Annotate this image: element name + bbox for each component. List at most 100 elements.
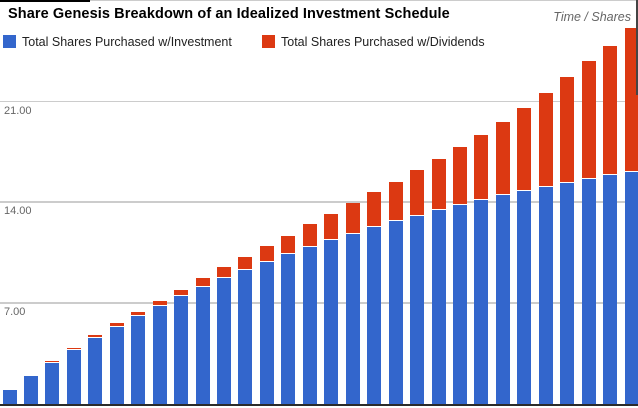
bar-segment-dividends[interactable] — [388, 181, 403, 222]
legend-item-dividends: Total Shares Purchased w/Dividends — [262, 34, 485, 49]
bar-period-19[interactable] — [388, 181, 403, 404]
bar-segment-investment[interactable] — [452, 205, 467, 404]
bar-period-15[interactable] — [302, 224, 317, 404]
bar-period-26[interactable] — [538, 93, 553, 404]
bar-segment-dividends[interactable] — [495, 122, 510, 196]
bar-period-9[interactable] — [174, 289, 189, 404]
bar-segment-investment[interactable] — [538, 186, 553, 404]
bar-period-8[interactable] — [152, 301, 167, 404]
bar-period-3[interactable] — [45, 361, 60, 404]
bar-segment-investment[interactable] — [23, 375, 38, 404]
legend-swatch-investment-icon — [3, 35, 16, 48]
bar-segment-dividends[interactable] — [603, 46, 618, 176]
bar-segment-investment[interactable] — [345, 233, 360, 404]
bar-segment-dividends[interactable] — [324, 213, 339, 241]
bar-segment-dividends[interactable] — [624, 28, 638, 172]
bar-period-4[interactable] — [66, 347, 81, 404]
bar-segment-dividends[interactable] — [45, 361, 60, 363]
bar-period-1[interactable] — [2, 389, 17, 404]
bar-period-29[interactable] — [603, 46, 618, 404]
bar-segment-investment[interactable] — [560, 182, 575, 404]
bar-segment-dividends[interactable] — [517, 108, 532, 191]
legend: Total Shares Purchased w/Investment Tota… — [0, 34, 638, 49]
bar-segment-investment[interactable] — [495, 195, 510, 404]
bar-period-10[interactable] — [195, 278, 210, 404]
bar-period-5[interactable] — [88, 335, 103, 404]
bar-segment-dividends[interactable] — [410, 170, 425, 216]
bar-period-2[interactable] — [23, 374, 38, 404]
bar-segment-investment[interactable] — [88, 338, 103, 404]
bar-segment-investment[interactable] — [367, 227, 382, 404]
bar-segment-investment[interactable] — [281, 254, 296, 404]
bar-segment-dividends[interactable] — [152, 301, 167, 307]
bar-period-12[interactable] — [238, 256, 253, 404]
chart-title: Share Genesis Breakdown of an Idealized … — [8, 6, 450, 22]
bar-segment-investment[interactable] — [410, 215, 425, 404]
bar-segment-investment[interactable] — [388, 221, 403, 404]
legend-label-investment: Total Shares Purchased w/Investment — [22, 34, 232, 49]
bar-segment-dividends[interactable] — [238, 256, 253, 270]
bar-period-16[interactable] — [324, 213, 339, 404]
x-axis-line — [0, 404, 638, 406]
bar-segment-dividends[interactable] — [581, 61, 596, 179]
bar-period-30[interactable] — [624, 28, 638, 404]
bar-segment-investment[interactable] — [431, 210, 446, 404]
bar-segment-investment[interactable] — [581, 178, 596, 404]
bar-segment-investment[interactable] — [474, 200, 489, 404]
bar-segment-investment[interactable] — [517, 190, 532, 404]
bar-segment-investment[interactable] — [195, 287, 210, 404]
bar-period-13[interactable] — [259, 246, 274, 404]
bar-segment-dividends[interactable] — [131, 312, 146, 317]
bar-segment-investment[interactable] — [324, 240, 339, 404]
bar-segment-investment[interactable] — [45, 362, 60, 404]
y-tick-label-21.00: 21.00 — [4, 104, 32, 117]
bar-segment-investment[interactable] — [302, 247, 317, 404]
bar-period-11[interactable] — [217, 267, 231, 404]
bar-period-27[interactable] — [560, 77, 575, 404]
bar-period-21[interactable] — [431, 158, 446, 404]
bar-period-22[interactable] — [452, 146, 467, 404]
bar-segment-dividends[interactable] — [302, 224, 317, 248]
bar-period-24[interactable] — [495, 122, 510, 404]
bar-segment-dividends[interactable] — [23, 374, 38, 376]
bar-segment-dividends[interactable] — [217, 267, 231, 279]
bar-segment-dividends[interactable] — [66, 347, 81, 351]
bar-segment-dividends[interactable] — [109, 323, 124, 328]
bar-segment-dividends[interactable] — [538, 93, 553, 187]
bar-segment-dividends[interactable] — [560, 77, 575, 183]
bar-segment-investment[interactable] — [259, 262, 274, 404]
gridline-7 — [0, 302, 638, 304]
bar-segment-dividends[interactable] — [259, 246, 274, 263]
bar-segment-investment[interactable] — [109, 327, 124, 404]
bar-segment-dividends[interactable] — [367, 192, 382, 228]
bar-segment-investment[interactable] — [238, 269, 253, 404]
bar-period-20[interactable] — [410, 170, 425, 404]
bar-segment-investment[interactable] — [2, 389, 17, 404]
bar-segment-dividends[interactable] — [431, 158, 446, 211]
bar-period-28[interactable] — [581, 61, 596, 404]
right-edge-border-segment — [636, 0, 638, 95]
bar-segment-investment[interactable] — [174, 296, 189, 404]
bar-segment-dividends[interactable] — [174, 289, 189, 297]
bar-segment-investment[interactable] — [217, 278, 231, 404]
bar-period-23[interactable] — [474, 134, 489, 404]
bar-segment-investment[interactable] — [603, 175, 618, 404]
bar-period-18[interactable] — [367, 192, 382, 404]
bar-segment-investment[interactable] — [131, 316, 146, 404]
bar-segment-investment[interactable] — [66, 350, 81, 404]
legend-label-dividends: Total Shares Purchased w/Dividends — [281, 34, 485, 49]
bar-period-25[interactable] — [517, 108, 532, 404]
bar-segment-dividends[interactable] — [345, 203, 360, 234]
bar-period-17[interactable] — [345, 203, 360, 404]
bar-segment-investment[interactable] — [152, 306, 167, 404]
bar-segment-dividends[interactable] — [474, 134, 489, 201]
bar-segment-investment[interactable] — [624, 171, 638, 404]
bar-period-6[interactable] — [109, 323, 124, 404]
bar-period-7[interactable] — [131, 312, 146, 404]
bar-segment-dividends[interactable] — [195, 278, 210, 288]
bar-segment-dividends[interactable] — [452, 146, 467, 205]
bar-segment-dividends[interactable] — [88, 335, 103, 339]
bar-segment-dividends[interactable] — [281, 235, 296, 255]
bar-period-14[interactable] — [281, 235, 296, 404]
